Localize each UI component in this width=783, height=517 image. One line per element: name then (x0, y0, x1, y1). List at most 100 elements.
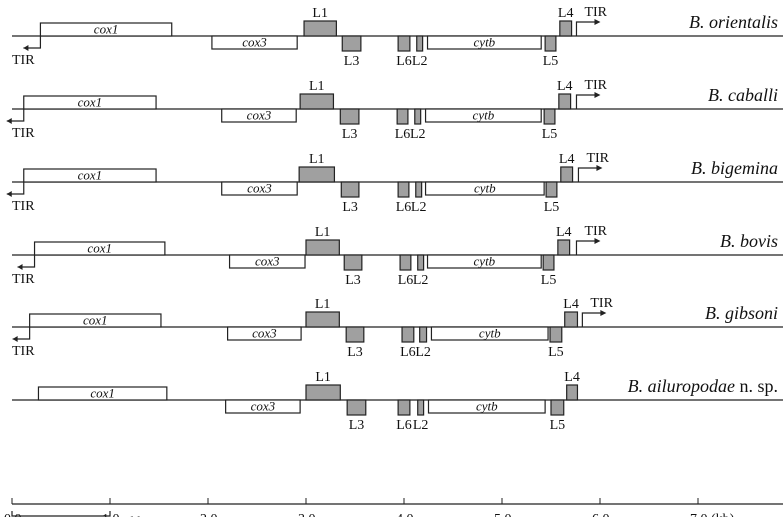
rrna-label: L4 (558, 6, 574, 21)
feature-l5 (545, 181, 558, 198)
tir-left-label: TIR (12, 199, 35, 214)
gene-label: cox1 (94, 22, 119, 37)
gene-label: cytb (474, 35, 496, 50)
rrna-label: L4 (557, 79, 573, 94)
species-name: B. bovis (720, 231, 778, 251)
feature-l1 (305, 311, 340, 328)
feature-cytb (430, 326, 549, 341)
rrna-label: L5 (544, 200, 560, 215)
feature-l5 (543, 108, 556, 125)
gene-label: cox3 (242, 35, 267, 50)
gene-label: cytb (479, 326, 501, 341)
feature-l2 (417, 254, 425, 271)
arrowhead-icon (594, 238, 601, 244)
feature-l4 (558, 93, 572, 110)
species-name: B. bigemina (691, 158, 778, 178)
tir-right-label: TIR (590, 296, 613, 311)
gene-label: cytb (473, 108, 495, 123)
arrowhead-icon (600, 310, 607, 316)
feature-l5 (549, 326, 563, 343)
species-label: B. gibsoni (705, 303, 778, 323)
feature-cox1 (23, 168, 157, 183)
feature-cox3 (221, 181, 298, 196)
arrowhead-icon (17, 264, 23, 270)
tir-right-arrow (575, 94, 599, 109)
rrna-label: L6 (396, 54, 412, 69)
rrna-label: L3 (342, 200, 358, 215)
gene-label: cox3 (251, 399, 276, 414)
arrowhead-icon (12, 336, 18, 342)
feature-l4 (566, 384, 579, 401)
species-label: B. orientalis (689, 12, 778, 32)
gene-label: cytb (474, 254, 496, 269)
tir-right-label: TIR (584, 5, 607, 20)
feature-l3 (339, 108, 360, 125)
feature-l2 (416, 35, 424, 52)
rrna-label: L1 (309, 152, 325, 167)
rrna-label: L2 (413, 418, 429, 433)
gene-label: cox1 (90, 386, 115, 401)
feature-l4 (559, 20, 573, 37)
axis-tick-label: 5.0 (494, 512, 512, 517)
feature-cytb (426, 254, 542, 269)
tir-right-arrow (575, 21, 599, 36)
tir-right-label: TIR (586, 151, 609, 166)
feature-cox3 (225, 399, 301, 414)
rrna-label: L2 (410, 127, 426, 142)
feature-l6 (397, 399, 411, 416)
gene-label: cox3 (247, 108, 272, 123)
feature-l3 (345, 326, 365, 343)
tir-right-arrow (581, 312, 605, 327)
arrowhead-icon (6, 118, 12, 124)
feature-l3 (346, 399, 367, 416)
feature-l1 (298, 166, 336, 183)
arrowhead-icon (596, 165, 603, 171)
genome-row: cox1 cox3 L1 L3 L6 L2 cytb L5 L4 TIR TIR B. bovis (12, 224, 783, 288)
species-label: B. bovis (720, 231, 778, 251)
tir-right-arrow (575, 240, 599, 255)
gene-label: cytb (476, 399, 498, 414)
feature-cytb (426, 35, 542, 50)
feature-l6 (399, 254, 412, 271)
feature-l3 (340, 181, 360, 198)
rrna-label: L2 (415, 345, 431, 360)
feature-l1 (299, 93, 335, 110)
rrna-label: L3 (345, 273, 361, 288)
rrna-label: L6 (396, 200, 412, 215)
rrna-label: L6 (396, 418, 412, 433)
feature-l3 (341, 35, 362, 52)
feature-cytb (427, 399, 546, 414)
feature-cytb (424, 181, 545, 196)
arrowhead-icon (6, 191, 12, 197)
gene-label: cox1 (87, 241, 112, 256)
species-name: B. orientalis (689, 12, 778, 32)
genome-row: cox1 cox3 L1 L3 L6 L2 cytb L5 L4 TIR TIR B. bigemin… (6, 151, 783, 215)
tir-left-label: TIR (12, 344, 35, 359)
feature-l6 (397, 35, 411, 52)
feature-l4 (564, 311, 579, 328)
species-label: B. ailuropodae n. sp. (628, 376, 778, 396)
rrna-label: L2 (412, 54, 428, 69)
gene-label: cox3 (247, 181, 272, 196)
rrna-label: L1 (312, 6, 328, 21)
species-label: B. bigemina (691, 158, 778, 178)
rrna-label: L3 (347, 345, 363, 360)
species-label: B. caballi (708, 85, 778, 105)
feature-l2 (417, 399, 425, 416)
rrna-label: L1 (309, 79, 325, 94)
rrna-label: L5 (548, 345, 564, 360)
axis-tick-label: 0.0 (4, 512, 22, 517)
gene-label: cox3 (255, 254, 280, 269)
tir-right-label: TIR (584, 224, 607, 239)
tir-right-label: TIR (584, 78, 607, 93)
scale-bar: 1 kb (11, 511, 145, 517)
rrna-label: L5 (542, 127, 558, 142)
rrna-label: L3 (349, 418, 365, 433)
tir-left-arrow (12, 327, 31, 340)
axis-tick-label: 7.0 (kb) (690, 512, 735, 517)
rrna-label: L4 (563, 297, 579, 312)
axis-tick-label: 3.0 (298, 512, 316, 517)
genome-row: cox1 cox3 L1 L3 L6 L2 cytb L5 L4 TIR TIR B. orienta… (12, 5, 783, 69)
rrna-label: L1 (315, 297, 331, 312)
kb-axis: 0.0 1.0 2.0 3.0 4.0 5.0 6.0 7.0 (kb) (4, 498, 783, 517)
